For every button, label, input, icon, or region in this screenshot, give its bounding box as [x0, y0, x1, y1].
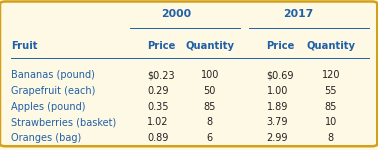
- Text: 8: 8: [207, 117, 213, 127]
- Text: 10: 10: [325, 117, 337, 127]
- Text: 0.89: 0.89: [147, 133, 169, 143]
- Text: 2017: 2017: [284, 9, 314, 19]
- Text: 120: 120: [322, 70, 340, 80]
- Text: 85: 85: [325, 102, 337, 111]
- Text: Strawberries (basket): Strawberries (basket): [11, 117, 116, 127]
- Text: 100: 100: [201, 70, 219, 80]
- Text: 1.89: 1.89: [266, 102, 288, 111]
- Text: 6: 6: [207, 133, 213, 143]
- Text: 85: 85: [204, 102, 216, 111]
- Text: 2.99: 2.99: [266, 133, 288, 143]
- Text: 3.79: 3.79: [266, 117, 288, 127]
- Text: 55: 55: [324, 86, 337, 96]
- Text: Apples (pound): Apples (pound): [11, 102, 86, 111]
- Text: Quantity: Quantity: [306, 41, 355, 51]
- Text: 8: 8: [328, 133, 334, 143]
- Text: Oranges (bag): Oranges (bag): [11, 133, 82, 143]
- Text: 0.35: 0.35: [147, 102, 169, 111]
- Text: 0.29: 0.29: [147, 86, 169, 96]
- FancyBboxPatch shape: [0, 2, 377, 146]
- Text: 50: 50: [204, 86, 216, 96]
- Text: $0.23: $0.23: [147, 70, 175, 80]
- Text: Quantity: Quantity: [185, 41, 234, 51]
- Text: 1.00: 1.00: [266, 86, 288, 96]
- Text: $0.69: $0.69: [266, 70, 294, 80]
- Text: Price: Price: [147, 41, 176, 51]
- Text: Fruit: Fruit: [11, 41, 38, 51]
- Text: Price: Price: [266, 41, 295, 51]
- Text: 2000: 2000: [161, 9, 191, 19]
- Text: 1.02: 1.02: [147, 117, 169, 127]
- Text: Bananas (pound): Bananas (pound): [11, 70, 95, 80]
- Text: Grapefruit (each): Grapefruit (each): [11, 86, 96, 96]
